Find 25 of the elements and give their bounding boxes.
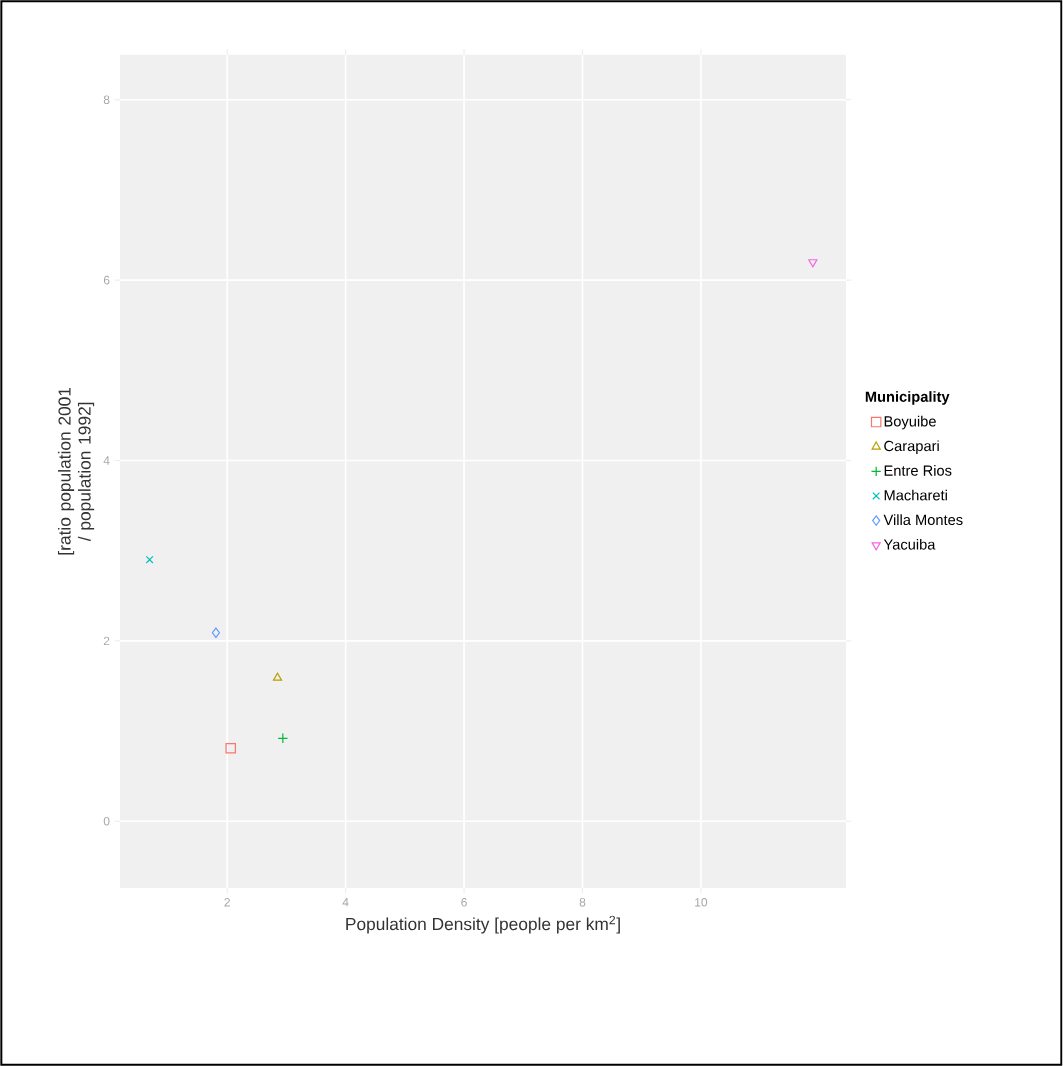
x-tick-label: 8 bbox=[579, 898, 586, 907]
legend-label: Carapari bbox=[884, 440, 939, 455]
legend-label: Yacuiba bbox=[883, 538, 936, 550]
point bbox=[225, 742, 237, 754]
point bbox=[277, 733, 289, 744]
y-tick-label: 4 bbox=[103, 456, 110, 465]
y-tick-label: 2 bbox=[104, 636, 110, 646]
x-tick-label: 6 bbox=[461, 898, 468, 907]
legend-label: Boyuibe bbox=[884, 415, 937, 430]
x-tick-label: 2 bbox=[224, 898, 231, 907]
legend-label: Machareti bbox=[884, 489, 948, 501]
point bbox=[808, 259, 818, 268]
x-tick-label: 4 bbox=[342, 898, 349, 907]
point bbox=[212, 627, 221, 639]
y-tick-label: 6 bbox=[104, 275, 110, 285]
y-axis-title: [ratio population 2001 / population 1992] bbox=[58, 387, 95, 555]
x-axis-title: Population Density [people per km$^{2}$] bbox=[346, 915, 621, 934]
x-tick-label: 10 bbox=[695, 898, 708, 907]
legend-label: Villa Montes bbox=[883, 514, 963, 526]
legend-title: Municipality bbox=[866, 391, 950, 405]
point bbox=[273, 672, 283, 681]
y-tick-label: 0 bbox=[103, 817, 110, 826]
legend-label: Entre Rios bbox=[884, 465, 952, 476]
y-tick-label: 8 bbox=[103, 95, 110, 105]
point bbox=[145, 555, 154, 564]
